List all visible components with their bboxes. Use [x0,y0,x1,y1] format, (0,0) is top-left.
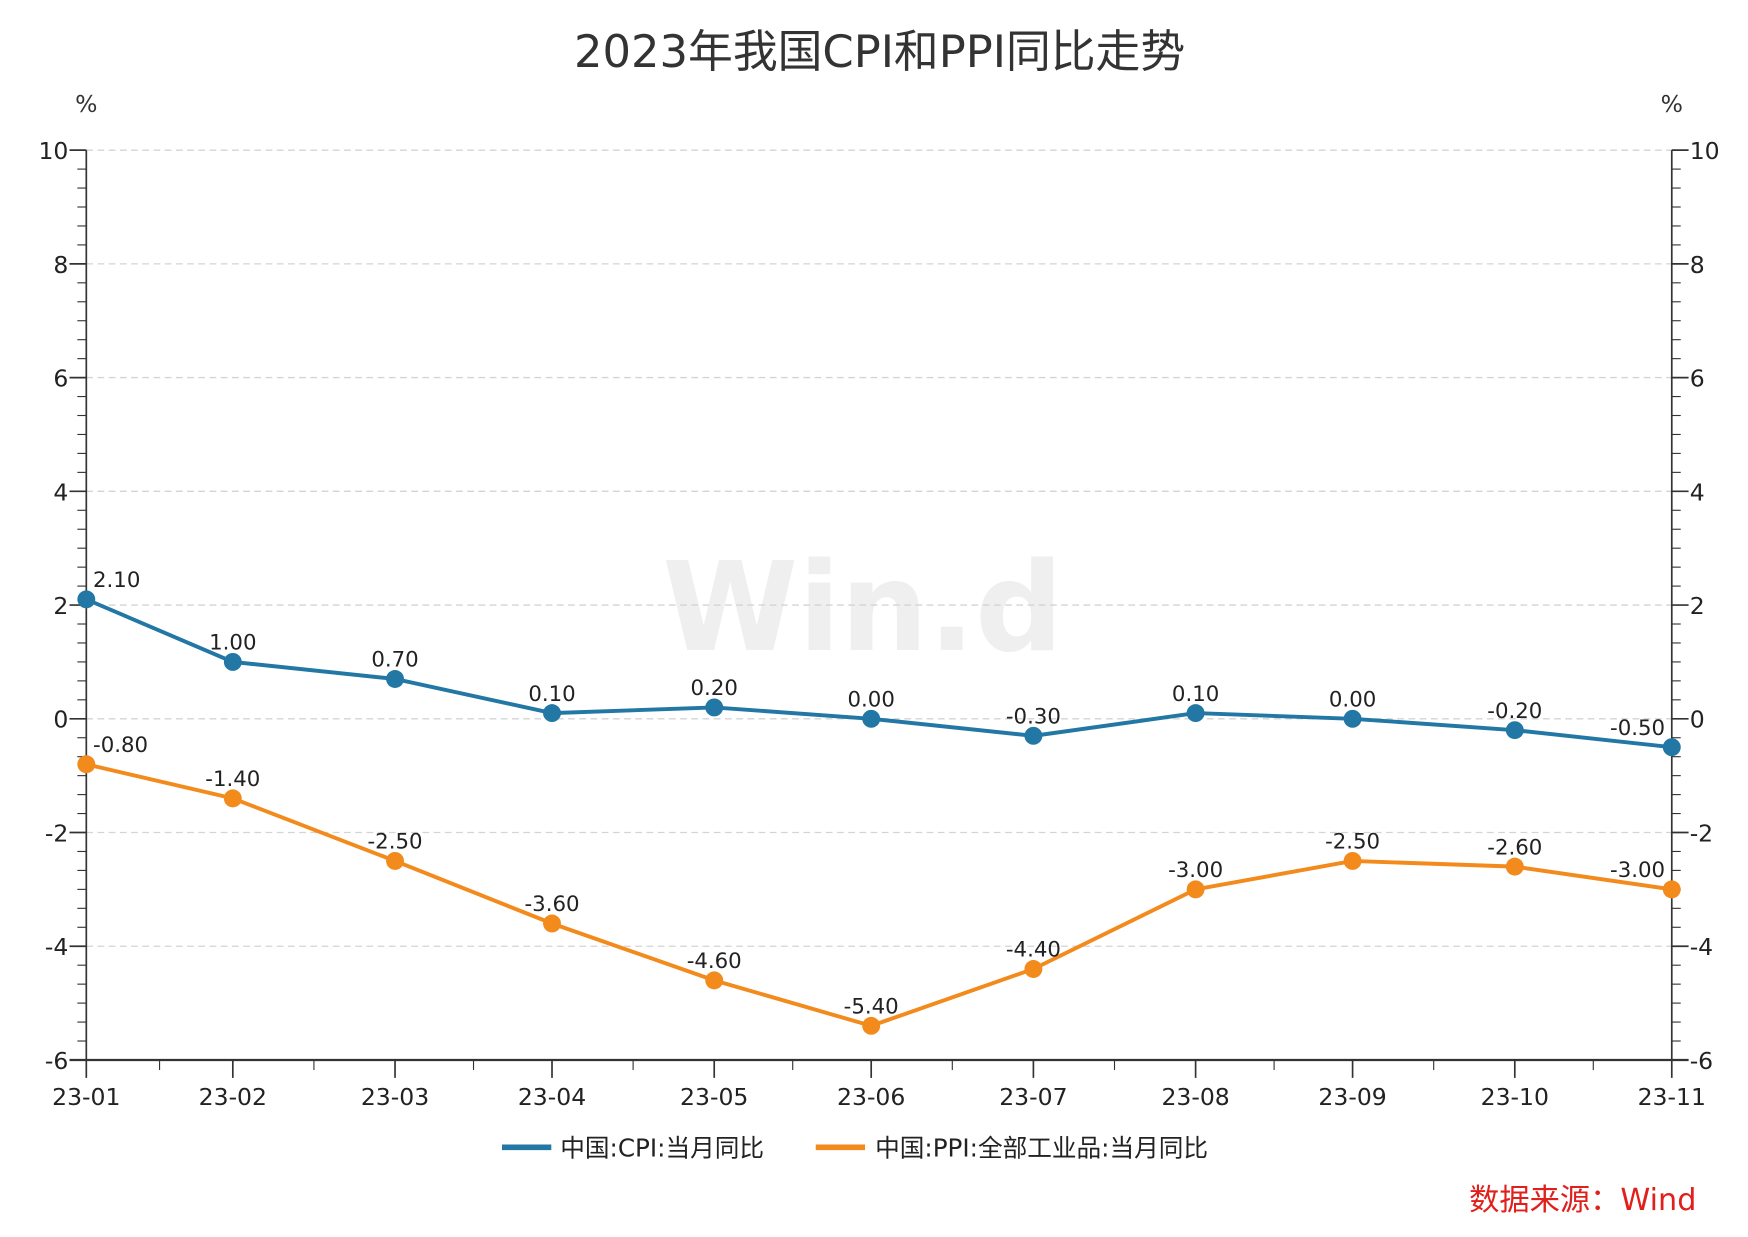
x-tick-label: 23-01 [52,1083,120,1111]
data-point [705,698,724,717]
data-label: 1.00 [209,631,256,656]
legend: 中国:CPI:当月同比 中国:PPI:全部工业品:当月同比 [502,1133,1208,1162]
y-tick-label-left: 2 [53,592,68,620]
data-point [1186,880,1205,899]
data-label: -0.30 [1006,705,1061,730]
x-tick-label: 23-04 [518,1083,586,1111]
x-tick-label: 23-05 [680,1083,748,1111]
data-point [1662,738,1681,757]
y-tick-label-left: -4 [45,933,68,961]
data-label: 0.10 [528,682,575,707]
data-point [1343,709,1362,728]
y-tick-label-right: 2 [1690,592,1705,620]
x-tick-label: 23-08 [1161,1083,1229,1111]
data-point [386,670,404,688]
data-label: -3.60 [524,892,579,917]
source-note: 数据来源：Wind [1469,1183,1696,1218]
data-point [543,914,561,933]
data-label: 0.10 [1172,682,1219,707]
y-tick-label-right: -4 [1690,933,1713,961]
y-tick-label-left: 8 [53,251,68,279]
data-point [1024,960,1043,978]
x-tick-label: 23-03 [361,1083,429,1111]
y-tick-label-left: 0 [53,706,68,734]
data-label: -5.40 [844,995,899,1020]
data-point [1662,880,1681,899]
data-point [1024,726,1043,745]
data-label: -0.50 [1610,716,1665,741]
data-label: -3.00 [1168,858,1223,883]
y-tick-label-right: -2 [1690,819,1713,847]
data-point [862,1016,881,1035]
data-point [705,971,724,990]
data-point [862,709,881,728]
y-tick-label-right: 4 [1690,478,1705,506]
y-tick-label-left: -2 [45,819,68,847]
data-label: -2.60 [1487,835,1542,860]
data-label: 0.20 [691,676,738,701]
right-axis-unit: % [1661,90,1683,118]
x-tick-label: 23-09 [1318,1083,1386,1111]
legend-label-cpi: 中国:CPI:当月同比 [560,1133,764,1162]
data-point [223,789,242,808]
data-label: -1.40 [205,767,260,792]
watermark: Win.d [662,537,1063,680]
data-label: 0.70 [371,648,418,673]
data-point [1505,857,1524,876]
y-tick-label-left: 10 [38,137,68,165]
data-label: -4.40 [1006,938,1061,963]
y-tick-label-right: -6 [1690,1047,1713,1075]
x-tick-label: 23-11 [1638,1083,1706,1111]
data-label: 0.00 [848,687,895,712]
data-label: -2.50 [368,830,423,855]
chart-title: 2023年我国CPI和PPI同比走势 [574,25,1185,78]
data-point [1505,721,1524,740]
data-label: 2.10 [93,568,140,593]
y-tick-label-right: 0 [1690,706,1705,734]
data-point [77,755,96,774]
data-point [1343,851,1362,870]
x-tick-label: 23-07 [999,1083,1067,1111]
data-label: -0.80 [93,733,148,758]
data-label: -3.00 [1610,858,1665,883]
data-label: -2.50 [1325,830,1380,855]
series-line-1 [85,762,1673,1028]
x-tick-label: 23-10 [1481,1083,1549,1111]
y-tick-label-left: 6 [53,365,68,393]
data-label: -0.20 [1487,699,1542,724]
data-point [1186,704,1205,723]
y-tick-label-left: -6 [45,1047,68,1075]
left-axis-unit: % [75,90,97,118]
y-tick-label-left: 4 [53,478,68,506]
data-point [543,704,561,723]
data-point [386,851,404,870]
data-point [223,652,242,671]
data-point [77,590,96,609]
y-tick-label-right: 10 [1690,137,1720,165]
data-label: 0.00 [1329,687,1376,712]
legend-label-ppi: 中国:PPI:全部工业品:当月同比 [875,1133,1208,1162]
x-tick-label: 23-06 [837,1083,905,1111]
y-tick-label-right: 6 [1690,365,1705,393]
data-label: -4.60 [687,949,742,974]
y-tick-label-right: 8 [1690,251,1705,279]
x-tick-label: 23-02 [199,1083,267,1111]
